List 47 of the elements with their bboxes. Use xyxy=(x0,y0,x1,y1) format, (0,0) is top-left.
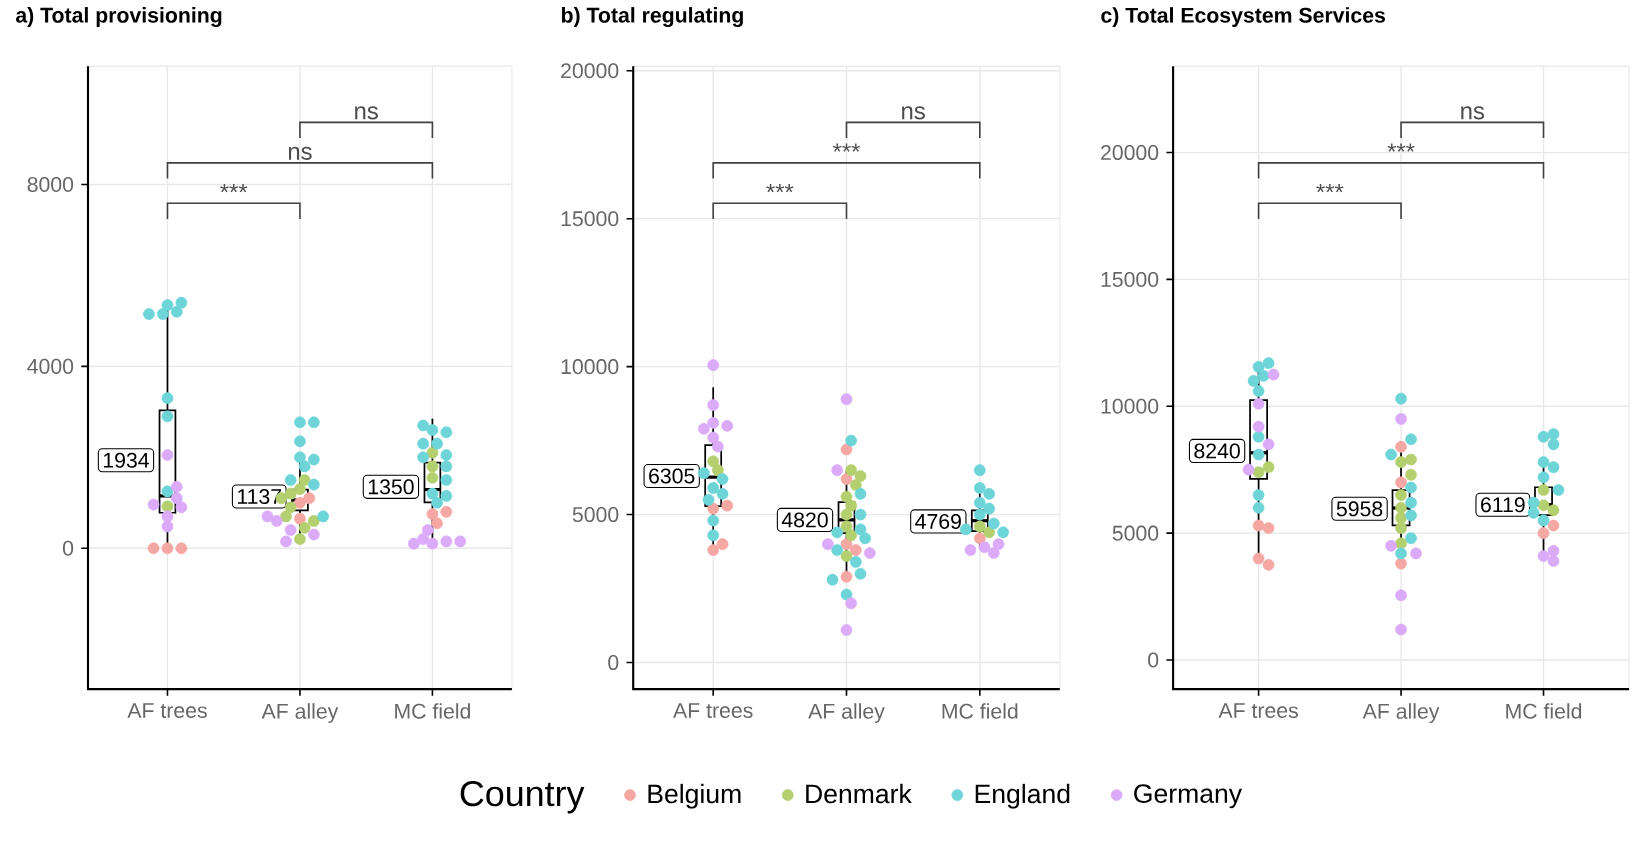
y-tick-label: 5000 xyxy=(1112,525,1159,541)
x-tick-label: AF alley xyxy=(808,703,885,723)
y-tick-label: 4000 xyxy=(27,358,74,374)
annotation: 4820 xyxy=(781,512,828,528)
annotation: ns xyxy=(902,106,925,120)
annotation: *** xyxy=(832,143,861,152)
y-tick-label: 0 xyxy=(608,654,619,670)
annotation: 1350 xyxy=(368,479,414,495)
annotation: *** xyxy=(220,183,248,193)
x-tick-label: AF trees xyxy=(1218,703,1298,718)
x-tick-label: AF alley xyxy=(261,703,339,723)
annotation: ns xyxy=(355,106,378,120)
annotation: 5958 xyxy=(1336,501,1383,517)
annotation: *** xyxy=(766,183,794,193)
annotation: 8240 xyxy=(1194,443,1240,459)
annotation: ns xyxy=(1461,106,1485,120)
x-tick-label: MC field xyxy=(942,703,1018,719)
chart-title: b) Total regulating xyxy=(561,7,743,27)
annotation: *** xyxy=(1387,143,1415,152)
legend-label: Denmark xyxy=(806,783,912,804)
legend-label: England xyxy=(975,783,1070,809)
annotation: *** xyxy=(1316,183,1344,193)
y-tick-label: 20000 xyxy=(561,63,619,79)
x-tick-label: AF trees xyxy=(673,703,753,718)
y-tick-label: 8000 xyxy=(27,176,74,192)
legend-title: Country xyxy=(460,780,585,814)
x-tick-label: AF alley xyxy=(1362,703,1440,723)
y-tick-label: 10000 xyxy=(561,359,619,375)
y-tick-label: 0 xyxy=(62,540,74,556)
annotation: ns xyxy=(288,146,312,160)
chart-title: c) Total Ecosystem Services xyxy=(1101,7,1385,27)
y-tick-label: 10000 xyxy=(1101,398,1159,414)
annotation: 4769 xyxy=(915,513,961,529)
annotation: 6305 xyxy=(649,468,695,484)
annotation: 6119 xyxy=(1481,497,1525,513)
x-tick-label: MC field xyxy=(395,703,470,719)
x-tick-label: AF trees xyxy=(127,703,207,718)
legend-label: Germany xyxy=(1134,784,1242,809)
annotation: 1934 xyxy=(103,452,149,468)
y-tick-label: 5000 xyxy=(572,507,619,523)
y-tick-label: 15000 xyxy=(1101,271,1159,287)
y-tick-label: 0 xyxy=(1148,652,1159,668)
y-tick-label: 15000 xyxy=(561,211,619,227)
chart-title: a) Total provisioning xyxy=(15,7,222,27)
x-tick-label: MC field xyxy=(1506,703,1582,719)
legend-label: Belgium xyxy=(648,783,741,809)
y-tick-label: 20000 xyxy=(1101,144,1159,161)
